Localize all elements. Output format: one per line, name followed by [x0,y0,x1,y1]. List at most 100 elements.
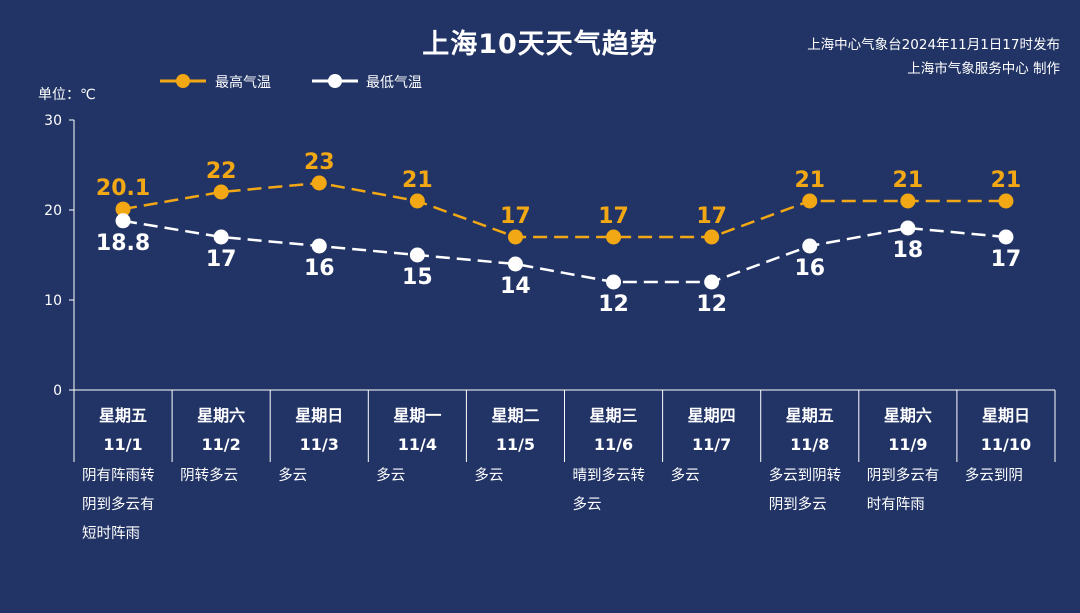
weather-description: 多云 [663,462,761,491]
unit-label: 单位：℃ [38,87,96,103]
low-temp-point [998,229,1014,245]
weekday-label: 星期五 [786,406,834,425]
low-temp-point [507,256,523,272]
low-temp-point [311,238,327,254]
issuer-info: 上海中心气象台2024年11月1日17时发布 上海市气象服务中心 制作 [807,33,1060,81]
weather-description: 阴转多云 [172,462,270,491]
high-temp-label: 21 [893,168,924,193]
low-temp-label: 12 [696,292,727,317]
weather-line: 阴到多云 [768,497,827,513]
low-temp-label: 15 [402,265,433,290]
weather-line: 阴转多云 [180,468,239,484]
weekday-label: 星期六 [884,406,932,425]
low-temp-point [704,274,720,290]
low-temp-point [213,229,229,245]
low-temp-label: 16 [794,256,825,281]
date-label: 11/9 [888,435,927,454]
weather-description: 晴到多云转 多云 [565,462,663,520]
low-temp-line [122,219,1007,284]
weather-line: 多云到阴 [964,468,1023,484]
weekday-label: 星期日 [982,406,1030,425]
weather-line: 阴到多云有 [82,497,155,513]
weekday-label: 星期一 [393,406,441,425]
legend-high-swatch [160,74,206,88]
weather-description: 多云 [368,462,466,491]
high-temp-label: 22 [206,159,237,184]
low-temp-label: 12 [598,292,629,317]
weekday-label: 星期五 [99,406,147,425]
date-label: 11/8 [790,435,829,454]
high-temp-label: 21 [991,168,1022,193]
high-temp-label: 17 [598,204,629,229]
date-label: 11/4 [398,435,437,454]
low-temp-label: 17 [991,247,1022,272]
low-temp-point [606,274,622,290]
page-title: 上海10天天气趋势 [422,29,658,60]
date-label: 11/6 [594,435,633,454]
date-label: 11/3 [300,435,339,454]
weather-description: 多云 [466,462,564,491]
issuer-line-2: 上海市气象服务中心 制作 [907,61,1060,77]
high-temp-point [115,201,131,217]
low-temp-label: 16 [304,256,335,281]
issuer-line-1: 上海中心气象台2024年11月1日17时发布 [807,37,1060,53]
weekday-label: 星期四 [688,406,736,425]
high-temp-point [606,229,622,245]
weekday-label: 星期日 [295,406,343,425]
high-temp-point [311,175,327,191]
weekday-label: 星期三 [590,406,638,425]
date-label: 11/2 [202,435,241,454]
weekday-label: 星期六 [197,406,245,425]
low-temp-label: 18 [893,238,924,263]
weather-line: 短时阵雨 [82,526,140,542]
legend-high-label: 最高气温 [215,75,271,91]
high-temp-point [802,193,818,209]
date-label: 11/1 [103,435,142,454]
low-temp-label: 18.8 [96,231,150,256]
high-temp-label: 23 [304,150,335,175]
high-temp-label: 17 [500,204,531,229]
weather-description: 多云 [270,462,368,491]
weather-line: 时有阵雨 [866,497,925,513]
legend-low-swatch [312,74,358,88]
low-temp-point [409,247,425,263]
date-label: 11/10 [981,435,1031,454]
low-temp-point [900,220,916,236]
weekday-label: 星期二 [491,406,539,425]
high-temp-line [122,181,1006,239]
low-temp-point [802,238,818,254]
low-temp-label: 17 [206,247,237,272]
weather-line: 多云到阴转 [768,468,842,484]
weather-line: 阴到多云有 [866,468,940,484]
date-label: 11/5 [496,435,535,454]
weather-line: 阴有阵雨转 [82,468,155,484]
high-temp-label: 21 [794,168,825,193]
weather-description: 阴到多云有 时有阵雨 [859,462,957,520]
legend-low-label: 最低气温 [366,75,422,91]
weather-line: 多云 [670,468,700,484]
weather-description: 多云到阴转 阴到多云 [761,462,859,520]
high-temp-point [900,193,916,209]
high-temp-point [409,193,425,209]
high-temp-point [998,193,1014,209]
weather-line: 多云 [572,497,602,513]
high-temp-label: 20.1 [96,176,150,201]
date-label: 11/7 [692,435,731,454]
weather-description: 多云到阴 [957,462,1055,491]
weather-line: 晴到多云转 [572,468,646,484]
y-tick-label: 30 [44,113,62,129]
y-tick-label: 10 [44,293,62,309]
high-temp-point [507,229,523,245]
weather-line: 多云 [376,468,406,484]
weather-line: 多云 [474,468,504,484]
high-temp-point [704,229,720,245]
y-tick-label: 0 [53,383,62,399]
low-temp-point [115,213,131,229]
weather-line: 多云 [278,468,308,484]
high-temp-label: 21 [402,168,433,193]
high-temp-point [213,184,229,200]
low-temp-label: 14 [500,274,531,299]
high-temp-label: 17 [696,204,727,229]
weather-description: 阴有阵雨转阴到多云有短时阵雨 [74,462,172,549]
